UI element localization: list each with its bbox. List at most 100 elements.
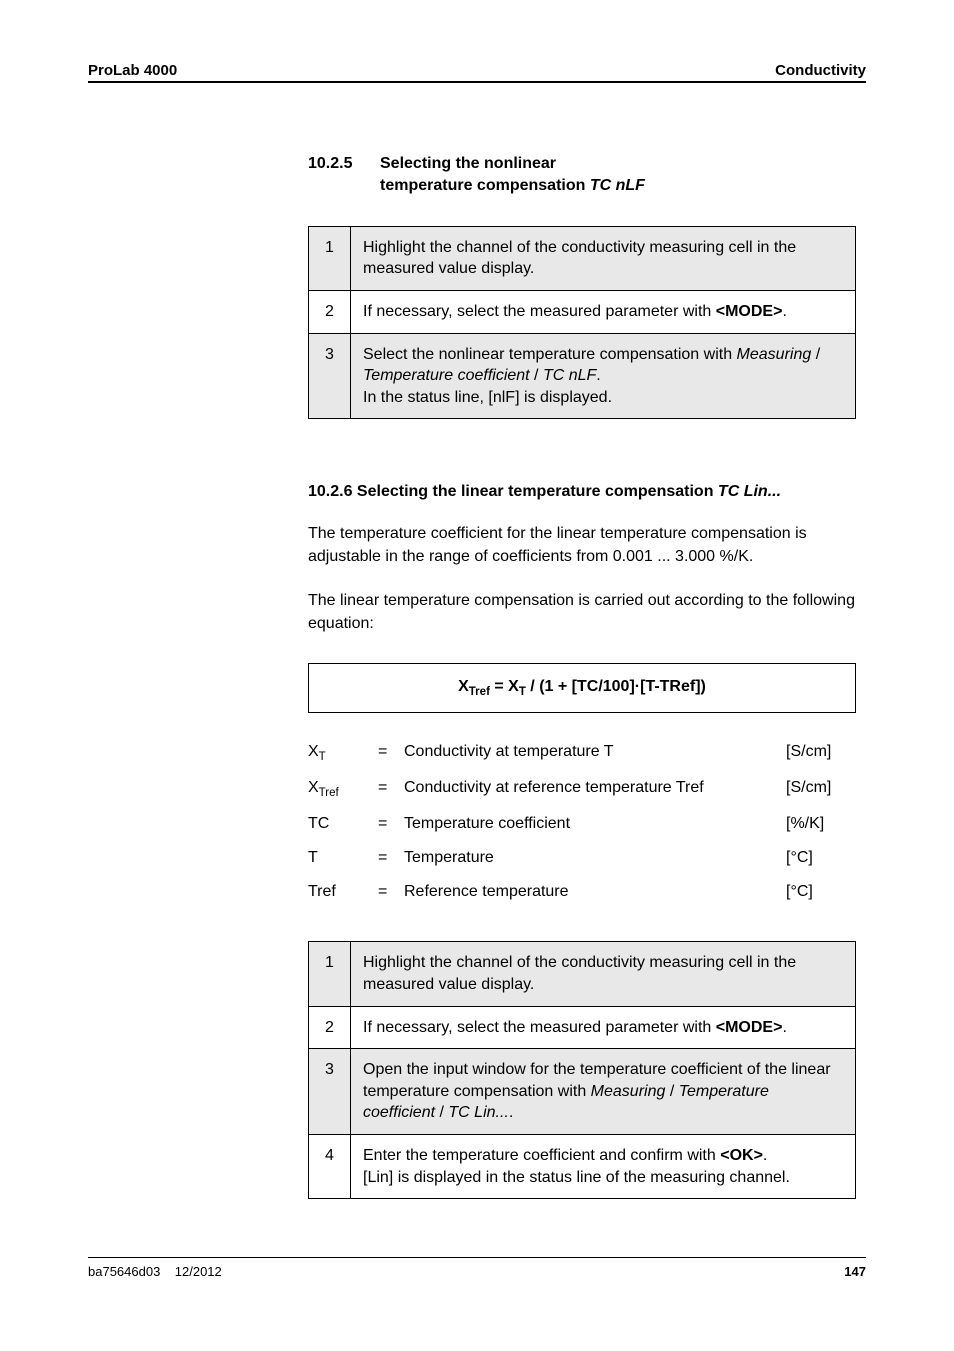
text: . bbox=[509, 1104, 513, 1121]
equals: = bbox=[378, 779, 404, 799]
eq-sub: T bbox=[519, 686, 526, 698]
header-left: ProLab 4000 bbox=[88, 62, 177, 79]
text: In the status line, [nlF] is displayed. bbox=[363, 389, 612, 406]
step-number: 3 bbox=[309, 333, 351, 419]
section-1-number: 10.2.5 bbox=[308, 153, 380, 198]
equals: = bbox=[378, 849, 404, 867]
unit: [S/cm] bbox=[786, 779, 856, 799]
text: / bbox=[811, 346, 820, 363]
step-text: If necessary, select the measured parame… bbox=[351, 290, 856, 333]
eq-sub: Tref bbox=[469, 686, 490, 698]
key-label: <MODE> bbox=[716, 1019, 783, 1036]
procedure-table-2: 1 Highlight the channel of the conductiv… bbox=[308, 941, 856, 1199]
text: [Lin] is displayed in the status line of… bbox=[363, 1169, 790, 1186]
definition-row: Tref = Reference temperature [°C] bbox=[308, 883, 856, 901]
symbol: T bbox=[308, 849, 378, 867]
step-number: 1 bbox=[309, 942, 351, 1006]
symbol: XTref bbox=[308, 779, 378, 799]
page: ProLab 4000 Conductivity 10.2.5 Selectin… bbox=[0, 0, 954, 1351]
text: Select the nonlinear temperature compens… bbox=[363, 346, 737, 363]
table-row: 3 Open the input window for the temperat… bbox=[309, 1049, 856, 1135]
table-row: 1 Highlight the channel of the conductiv… bbox=[309, 226, 856, 290]
page-header: ProLab 4000 Conductivity bbox=[88, 62, 866, 79]
doc-date: 12/2012 bbox=[175, 1264, 222, 1279]
header-rule bbox=[88, 81, 866, 83]
text: . bbox=[782, 303, 786, 320]
definition-text: Conductivity at reference temperature Tr… bbox=[404, 779, 786, 799]
step-number: 1 bbox=[309, 226, 351, 290]
step-number: 4 bbox=[309, 1135, 351, 1199]
text: If necessary, select the measured parame… bbox=[363, 1019, 716, 1036]
definition-text: Temperature bbox=[404, 849, 786, 867]
equals: = bbox=[378, 815, 404, 833]
definition-row: TC = Temperature coefficient [%/K] bbox=[308, 815, 856, 833]
symbol: Tref bbox=[308, 883, 378, 901]
table-row: 2 If necessary, select the measured para… bbox=[309, 290, 856, 333]
text: Enter the temperature coefficient and co… bbox=[363, 1147, 720, 1164]
equals: = bbox=[378, 883, 404, 901]
sym-base: X bbox=[308, 743, 319, 760]
table-row: 1 Highlight the channel of the conductiv… bbox=[309, 942, 856, 1006]
table-row: 2 If necessary, select the measured para… bbox=[309, 1006, 856, 1049]
step-number: 2 bbox=[309, 1006, 351, 1049]
step-number: 3 bbox=[309, 1049, 351, 1135]
paragraph: The temperature coefficient for the line… bbox=[308, 523, 856, 568]
text: / bbox=[530, 367, 543, 384]
unit: [S/cm] bbox=[786, 743, 856, 763]
menu-path: Measuring bbox=[737, 346, 812, 363]
eq-part: X bbox=[458, 678, 469, 695]
unit: [°C] bbox=[786, 849, 856, 867]
section-1-title-l2a: temperature compensation bbox=[380, 177, 590, 194]
text: . bbox=[782, 1019, 786, 1036]
menu-path: Temperature coefficient bbox=[363, 367, 530, 384]
sym-sub: T bbox=[319, 751, 326, 763]
section-2-heading: 10.2.6 Selecting the linear temperature … bbox=[308, 483, 856, 501]
definition-row: T = Temperature [°C] bbox=[308, 849, 856, 867]
menu-path: TC nLF bbox=[543, 367, 596, 384]
key-label: <MODE> bbox=[716, 303, 783, 320]
text: . bbox=[596, 367, 600, 384]
definition-list: XT = Conductivity at temperature T [S/cm… bbox=[308, 743, 856, 901]
table-row: 4 Enter the temperature coefficient and … bbox=[309, 1135, 856, 1199]
symbol: XT bbox=[308, 743, 378, 763]
definition-row: XTref = Conductivity at reference temper… bbox=[308, 779, 856, 799]
definition-text: Conductivity at temperature T bbox=[404, 743, 786, 763]
section-1-title-l1: Selecting the nonlinear bbox=[380, 155, 556, 172]
section-1-title-l2b: TC nLF bbox=[590, 177, 645, 194]
sym-base: X bbox=[308, 779, 319, 796]
menu-path: Measuring bbox=[591, 1083, 666, 1100]
unit: [°C] bbox=[786, 883, 856, 901]
unit: [%/K] bbox=[786, 815, 856, 833]
step-number: 2 bbox=[309, 290, 351, 333]
eq-part: / (1 + [TC/100]·[T-TRef]) bbox=[526, 678, 706, 695]
section-1-title: Selecting the nonlinear temperature comp… bbox=[380, 153, 856, 198]
step-text: Enter the temperature coefficient and co… bbox=[351, 1135, 856, 1199]
paragraph: The linear temperature compensation is c… bbox=[308, 590, 856, 635]
text: If necessary, select the measured parame… bbox=[363, 303, 716, 320]
step-text: Select the nonlinear temperature compens… bbox=[351, 333, 856, 419]
section-2-head-ital: TC Lin... bbox=[718, 483, 781, 500]
text: / bbox=[435, 1104, 448, 1121]
sym-sub: Tref bbox=[319, 787, 339, 799]
eq-part: = X bbox=[490, 678, 519, 695]
page-footer: ba75646d03 12/2012 147 bbox=[88, 1264, 866, 1279]
procedure-table-1: 1 Highlight the channel of the conductiv… bbox=[308, 226, 856, 420]
content-area: 10.2.5 Selecting the nonlinear temperatu… bbox=[88, 153, 866, 1199]
step-text: Highlight the channel of the conductivit… bbox=[351, 942, 856, 1006]
table-row: 3 Select the nonlinear temperature compe… bbox=[309, 333, 856, 419]
doc-id: ba75646d03 bbox=[88, 1264, 160, 1279]
equation-box: XTref = XT / (1 + [TC/100]·[T-TRef]) bbox=[308, 663, 856, 713]
menu-path: TC Lin... bbox=[448, 1104, 508, 1121]
step-text: Open the input window for the temperatur… bbox=[351, 1049, 856, 1135]
definition-row: XT = Conductivity at temperature T [S/cm… bbox=[308, 743, 856, 763]
key-label: <OK> bbox=[720, 1147, 763, 1164]
footer-rule bbox=[88, 1257, 866, 1258]
page-number: 147 bbox=[844, 1264, 866, 1279]
text: / bbox=[665, 1083, 678, 1100]
definition-text: Reference temperature bbox=[404, 883, 786, 901]
equals: = bbox=[378, 743, 404, 763]
text: . bbox=[763, 1147, 767, 1164]
step-text: Highlight the channel of the conductivit… bbox=[351, 226, 856, 290]
symbol: TC bbox=[308, 815, 378, 833]
section-1-heading: 10.2.5 Selecting the nonlinear temperatu… bbox=[308, 153, 856, 198]
